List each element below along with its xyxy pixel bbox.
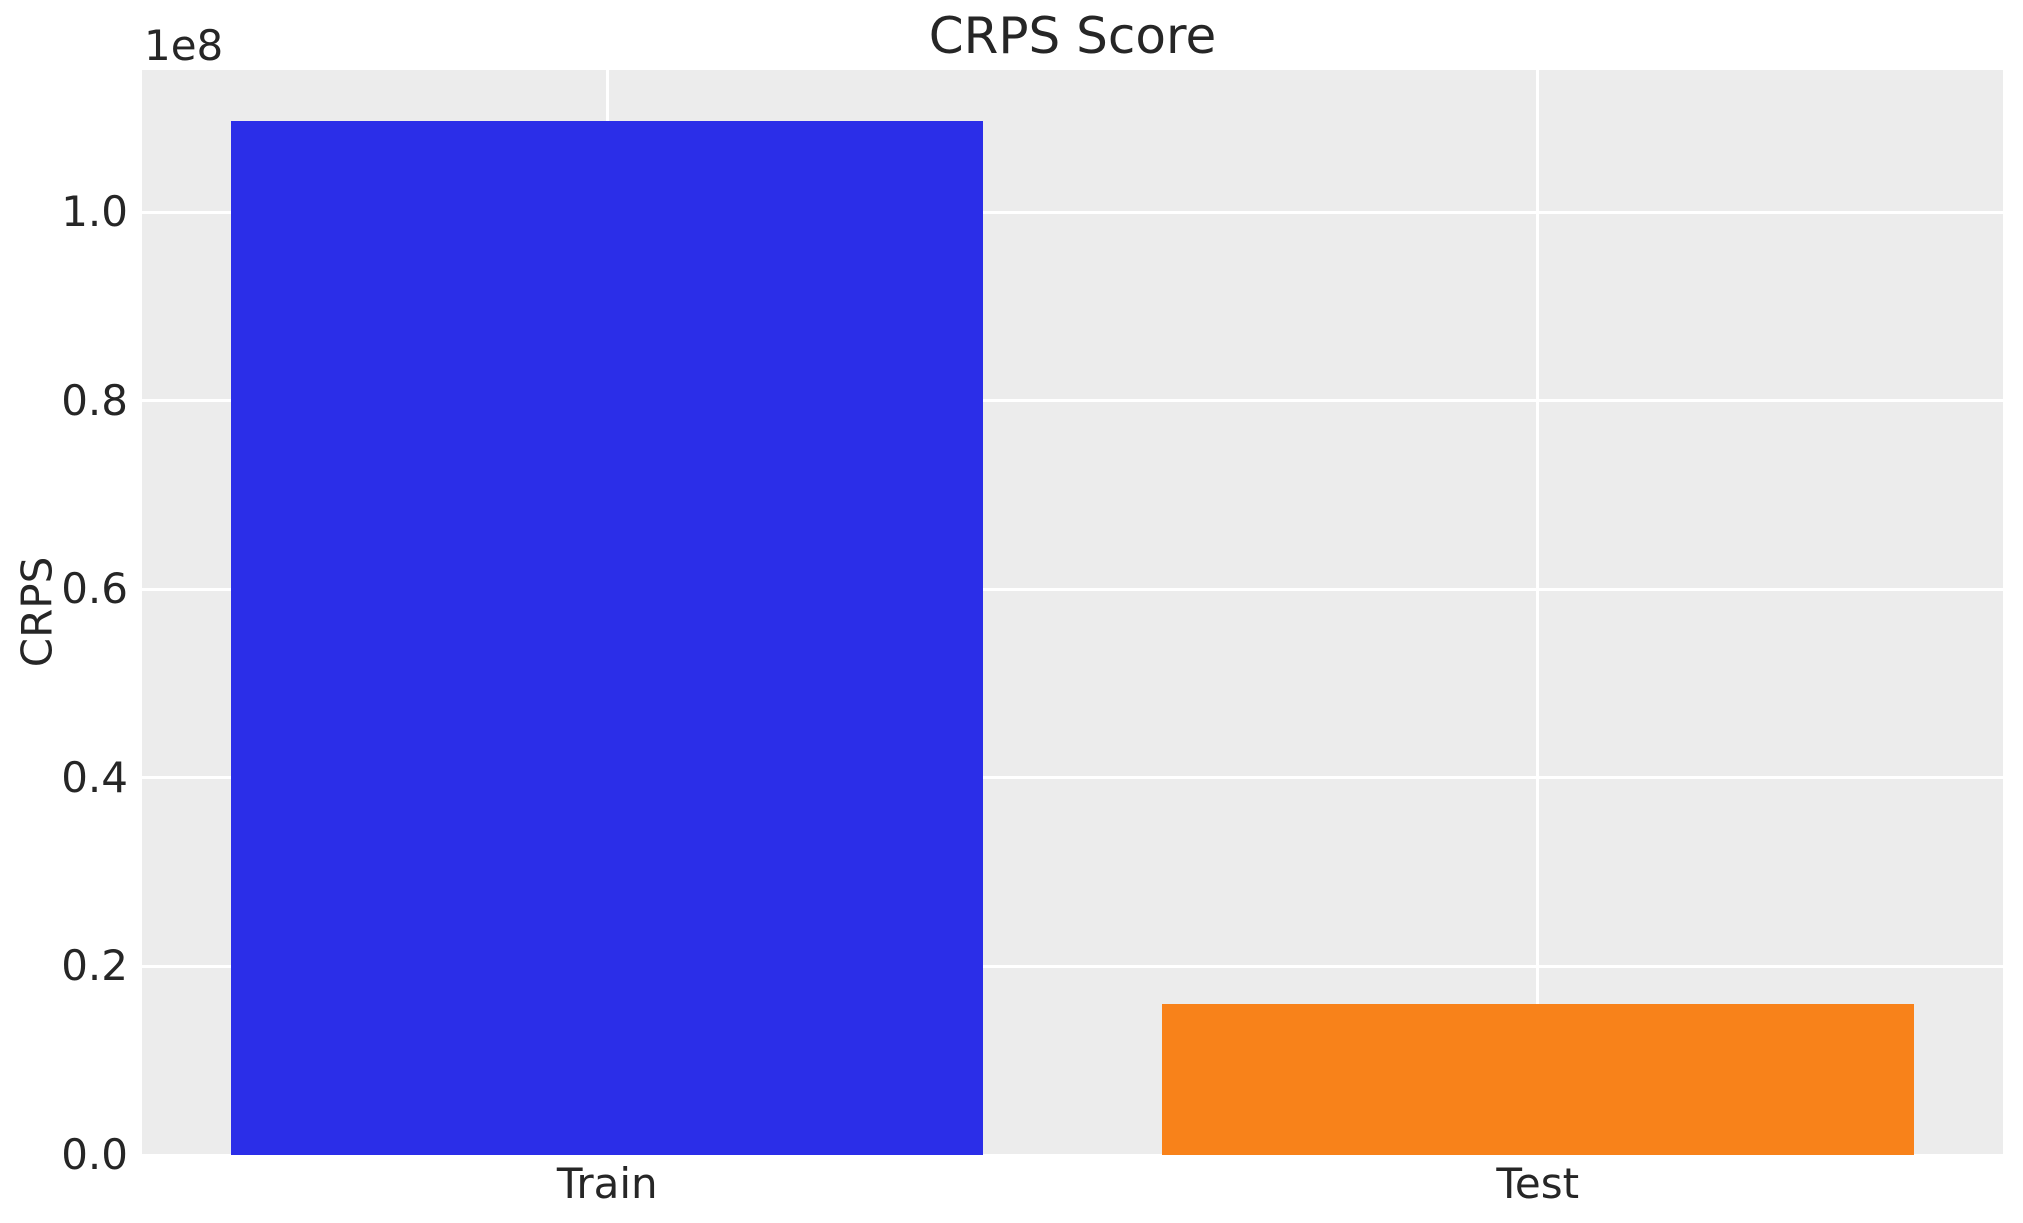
- y-gridline: [142, 776, 2003, 780]
- chart-title: CRPS Score: [928, 7, 1217, 65]
- y-tick-label: 0.8: [61, 375, 128, 425]
- y-axis-offset-text: 1e8: [144, 21, 224, 70]
- y-gridline: [142, 587, 2003, 591]
- y-tick-label: 0.2: [61, 941, 128, 991]
- y-tick-label: 0.0: [61, 1130, 128, 1179]
- bar-test: [1161, 1004, 1914, 1155]
- y-gridline: [142, 964, 2003, 968]
- y-gridline: [142, 210, 2003, 214]
- y-tick-label: 0.4: [61, 752, 128, 802]
- y-gridline: [142, 1153, 2003, 1155]
- bar-train: [231, 120, 984, 1155]
- x-gridline: [1536, 70, 1540, 1155]
- plot-area: [142, 70, 2003, 1155]
- y-tick-label: 1.0: [61, 187, 128, 237]
- x-tick-label-test: Test: [1496, 1159, 1580, 1208]
- y-gridline: [142, 399, 2003, 403]
- x-tick-label-train: Train: [556, 1159, 658, 1208]
- y-tick-label: 0.6: [61, 564, 128, 614]
